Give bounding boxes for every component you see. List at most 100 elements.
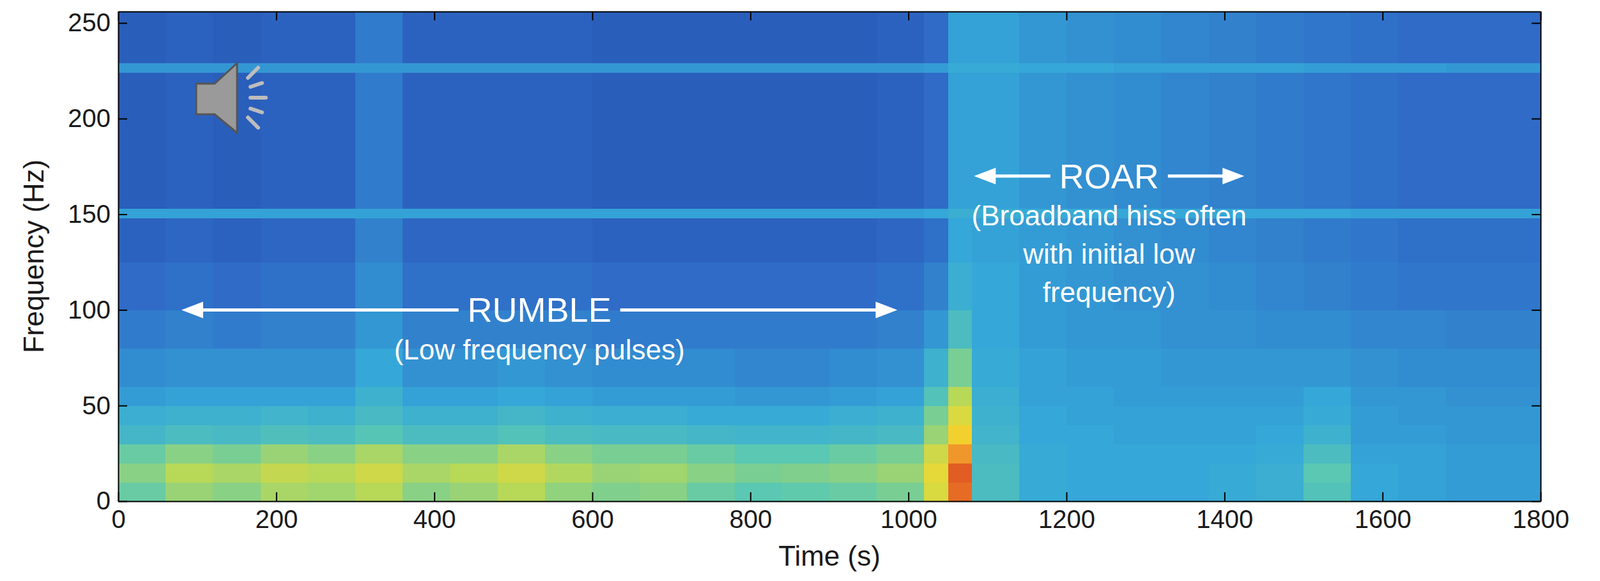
cell <box>686 72 735 139</box>
cell <box>1446 386 1494 407</box>
tick: 600 <box>571 492 615 534</box>
cell <box>592 72 641 139</box>
cell <box>1446 482 1494 502</box>
cell <box>639 208 688 220</box>
cell <box>497 72 546 139</box>
cell <box>118 11 167 64</box>
cell <box>1256 424 1305 445</box>
cell <box>734 72 783 139</box>
cell <box>1303 463 1352 484</box>
cell <box>1398 386 1447 407</box>
cell <box>118 138 167 209</box>
cell <box>1256 72 1305 139</box>
cell <box>592 386 641 407</box>
cell <box>782 208 831 220</box>
cell <box>1350 63 1399 74</box>
cell <box>402 444 451 464</box>
cell <box>1398 482 1447 502</box>
cell <box>497 138 546 209</box>
tick: 0 <box>96 486 128 516</box>
cell <box>497 463 546 484</box>
tick: 50 <box>82 391 128 420</box>
tick-mark <box>118 309 128 312</box>
cell <box>165 63 214 74</box>
cell <box>971 482 1020 502</box>
cell <box>1161 463 1209 484</box>
tick: 1600 <box>1354 492 1412 534</box>
cell <box>449 444 498 464</box>
tick: 200 <box>254 492 298 534</box>
cell <box>307 72 356 139</box>
cell <box>260 405 309 426</box>
cell <box>545 444 593 464</box>
tick: 250 <box>67 8 128 37</box>
cell <box>1256 63 1305 74</box>
cell <box>307 348 356 388</box>
cell <box>545 138 593 209</box>
speaker-body <box>196 63 238 133</box>
cell <box>212 386 261 407</box>
cell <box>1398 261 1447 311</box>
cell <box>307 444 356 464</box>
tick <box>750 11 751 21</box>
cell <box>260 63 309 74</box>
cell <box>948 405 973 426</box>
cell <box>829 208 878 220</box>
cell <box>1350 444 1399 464</box>
cell <box>1019 11 1068 64</box>
cell <box>592 138 641 209</box>
cell <box>260 424 309 445</box>
tick <box>434 11 436 21</box>
cell <box>923 261 949 311</box>
tick-mark <box>433 492 436 502</box>
cell <box>1161 424 1209 445</box>
cell <box>118 72 167 139</box>
cell <box>1019 482 1068 502</box>
tick-mark <box>118 405 128 408</box>
tick-label: 200 <box>67 104 111 133</box>
annotation-label: RUMBLE <box>467 290 612 330</box>
arrow-shaft <box>1168 174 1224 178</box>
cell <box>876 463 925 484</box>
arrow-shaft <box>620 308 878 312</box>
cell <box>734 261 783 311</box>
cell <box>1066 482 1115 502</box>
cell <box>307 405 356 426</box>
cell <box>1350 309 1399 349</box>
cell <box>782 405 831 426</box>
cell <box>355 386 404 407</box>
cell <box>1303 309 1352 349</box>
chart: 0200400600800100012001400160018000501001… <box>0 0 1600 581</box>
tick-mark <box>1382 492 1384 502</box>
cell <box>1208 444 1257 464</box>
annotation-note: (Low frequency pulses) <box>394 334 685 366</box>
cell <box>1493 482 1541 502</box>
cell <box>402 138 451 209</box>
cell <box>829 386 878 407</box>
cell <box>639 218 688 264</box>
tick-mark <box>1531 214 1541 216</box>
cell <box>212 208 261 220</box>
cell <box>734 444 783 464</box>
speaker-wave <box>250 95 266 100</box>
cell <box>639 11 688 64</box>
cell <box>307 261 356 311</box>
cell <box>212 261 261 311</box>
tick <box>1382 11 1384 21</box>
cell <box>1398 405 1447 426</box>
cell <box>1161 72 1209 139</box>
cell <box>971 424 1020 445</box>
cell <box>734 138 783 209</box>
cell <box>449 386 498 407</box>
cell <box>1019 72 1068 139</box>
y-axis-title: Frequency (Hz) <box>17 159 50 354</box>
tick: 400 <box>413 492 457 534</box>
cell <box>829 348 878 388</box>
cell <box>1256 405 1305 426</box>
cell <box>355 463 404 484</box>
cell <box>971 11 1020 64</box>
cell <box>260 386 309 407</box>
cell <box>1019 386 1068 407</box>
arrow <box>973 168 1245 185</box>
cell <box>1161 309 1209 349</box>
